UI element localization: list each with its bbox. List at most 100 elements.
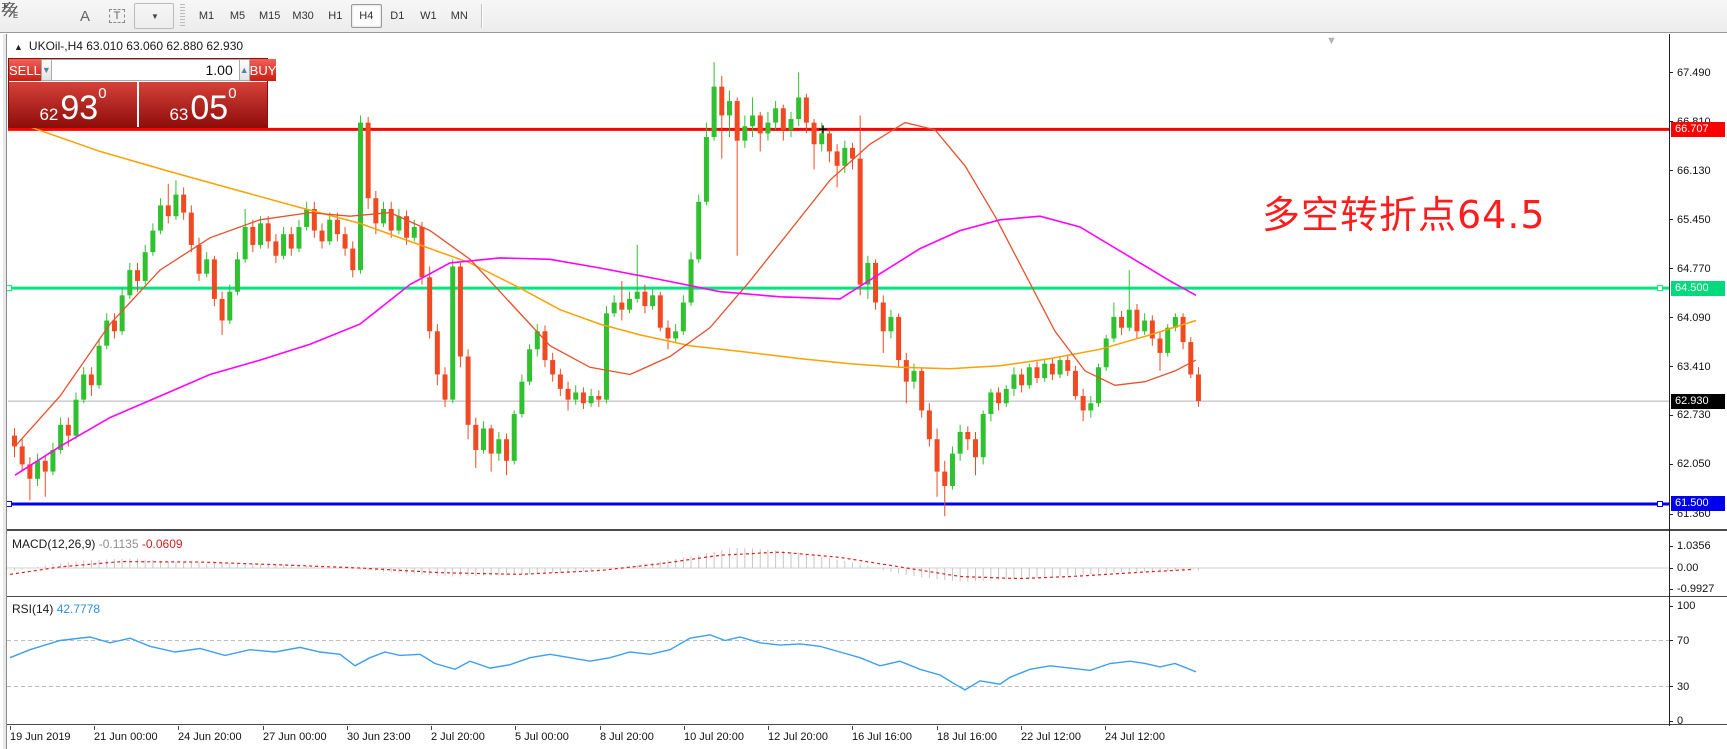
timeframe-button-mn[interactable]: MN (450, 10, 468, 22)
price-panel[interactable]: ▲ UKOil-,H4 63.010 63.060 62.880 62.930 ▼… (0, 34, 1727, 531)
price-axis-label: 63.410 (1677, 360, 1711, 373)
text-box-icon[interactable]: T (102, 3, 132, 29)
grid-icon[interactable]: F (2, 3, 68, 29)
time-axis-label: 12 Jul 20:00 (768, 731, 828, 743)
rsi-axis-tick (1669, 720, 1673, 722)
rsi-label: RSI(14) 42.7778 (12, 602, 101, 616)
buy-price-pips: 05 (190, 89, 229, 128)
volume-increase-button[interactable]: ▲ (238, 59, 250, 81)
price-axis-tick (1669, 72, 1673, 74)
buy-button[interactable]: BUY (249, 59, 277, 81)
window-left-frame (0, 34, 7, 749)
macd-panel[interactable]: MACD(12,26,9) -0.1135 -0.0609 1.0356 0.00… (0, 533, 1727, 597)
time-axis-tick (937, 726, 938, 730)
macd-axis-label: 1.0356 (1677, 540, 1711, 552)
time-axis-tick (1105, 726, 1106, 730)
price-axis-label: 62.730 (1677, 409, 1711, 422)
pivot-line-handle (1657, 285, 1663, 292)
ma-fast-orangered (14, 121, 1197, 447)
macd-label: MACD(12,26,9) -0.1135 -0.0609 (12, 537, 183, 551)
sell-price-point: 0 (98, 85, 107, 102)
macd-axis-label: -0.9927 (1677, 583, 1715, 596)
time-axis-label: 8 Jul 20:00 (600, 731, 654, 743)
price-axis-tick (1669, 268, 1673, 270)
price-axis-tick (1669, 219, 1673, 221)
time-axis-tick (178, 726, 179, 730)
timeframe-button-m1[interactable]: M1 (198, 10, 215, 22)
time-axis-tick (1021, 726, 1022, 730)
sell-button[interactable]: SELL (9, 59, 41, 81)
time-axis-label: 22 Jul 12:00 (1021, 731, 1081, 743)
macd-axis-label: 0.00 (1677, 562, 1699, 574)
time-axis-label: 16 Jul 16:00 (852, 731, 912, 743)
sell-price-pips: 93 (60, 89, 99, 128)
main-toolbar: E F A T ▼ M1 M5 M15 M30 H1 H4 D1 W1 MN (0, 0, 1727, 33)
buy-price-tile[interactable]: 63 05 0 (139, 82, 267, 127)
rsi-line (9, 634, 1197, 691)
time-axis-tick (431, 726, 432, 730)
macd-chart[interactable] (0, 533, 1727, 597)
text-label-icon[interactable]: A (79, 7, 90, 25)
rsi-axis-tick (1669, 605, 1673, 607)
price-axis-tick (1669, 317, 1673, 319)
price-axis-label: 67.490 (1677, 66, 1711, 79)
rsi-axis-tick (1669, 686, 1673, 687)
ma-mid-magenta (14, 215, 1197, 476)
timeframe-button-h1[interactable]: H1 (328, 10, 343, 22)
timeframe-button-m15[interactable]: M15 (259, 10, 281, 22)
time-axis-tick (10, 726, 11, 730)
sell-price-whole: 62 (39, 105, 59, 124)
time-axis-label: 2 Jul 20:00 (431, 731, 485, 743)
rsi-panel[interactable]: RSI(14) 42.7778 100 70 30 0 (0, 598, 1727, 727)
rsi-axis-label: 0 (1677, 715, 1684, 727)
time-axis-label: 30 Jun 23:00 (347, 731, 411, 743)
time-axis-label: 21 Jun 00:00 (94, 731, 158, 743)
pivot-line-handle (6, 285, 12, 292)
time-axis-label: 5 Jul 00:00 (515, 731, 569, 743)
chart-scroll-marker-icon[interactable]: ▼ (1326, 35, 1337, 47)
volume-input[interactable] (51, 59, 239, 81)
rsi-chart[interactable] (0, 598, 1727, 725)
collapse-triangle-icon[interactable]: ▲ (14, 42, 23, 52)
toolbar-grip (180, 4, 185, 28)
price-tag-64.500: 64.500 (1671, 280, 1725, 296)
rsi-axis-tick (1669, 640, 1673, 641)
time-axis-label: 24 Jul 12:00 (1105, 731, 1165, 743)
time-axis-label: 27 Jun 00:00 (263, 731, 327, 743)
time-axis[interactable]: 19 Jun 2019 21 Jun 00:00 24 Jun 20:00 27 Ju… (0, 726, 1727, 749)
timeframe-button-h4[interactable]: H4 (350, 4, 382, 28)
price-tag-61.500: 61.500 (1671, 496, 1725, 512)
price-axis-label: 62.050 (1677, 458, 1711, 471)
price-axis-label: 65.450 (1677, 213, 1711, 226)
price-axis-tick (1669, 170, 1673, 172)
shapes-dropdown-icon[interactable]: ▼ (4, 3, 174, 29)
rsi-axis-label: 70 (1677, 634, 1690, 647)
time-axis-tick (347, 726, 348, 730)
timeframe-button-m5[interactable]: M5 (229, 10, 246, 22)
macd-histogram (14, 547, 1199, 582)
buy-price-point: 0 (228, 85, 237, 102)
time-axis-tick (852, 726, 853, 730)
volume-decrease-button[interactable]: ▼ (40, 59, 52, 81)
candles-group (12, 62, 1201, 517)
price-axis-label: 64.090 (1677, 311, 1711, 324)
chart-annotation-text: 多空转折点64.5 (1262, 193, 1546, 237)
svg-text:F: F (13, 11, 18, 19)
time-axis-tick (515, 726, 516, 730)
rsi-axis-label: 30 (1677, 680, 1690, 693)
time-axis-tick (600, 726, 601, 730)
resistance-line-anchor (819, 125, 827, 134)
timeframe-button-d1[interactable]: D1 (390, 10, 405, 22)
time-axis-label: 10 Jul 20:00 (684, 731, 744, 743)
price-axis-tick (1669, 366, 1673, 368)
timeframe-button-m30[interactable]: M30 (292, 10, 314, 22)
ma-slow-orange (27, 125, 1197, 370)
timeframe-button-w1[interactable]: W1 (420, 10, 437, 22)
sell-price-tile[interactable]: 62 93 0 (9, 82, 137, 127)
price-axis-label: 66.130 (1677, 164, 1711, 177)
macd-axis-tick (1669, 588, 1673, 590)
buy-price-whole: 63 (169, 105, 189, 124)
candlestick-chart[interactable] (0, 34, 1727, 531)
timeframe-bar: M1 M5 M15 M30 H1 H4 D1 W1 MN (191, 4, 475, 28)
macd-signal-line (9, 551, 1195, 580)
